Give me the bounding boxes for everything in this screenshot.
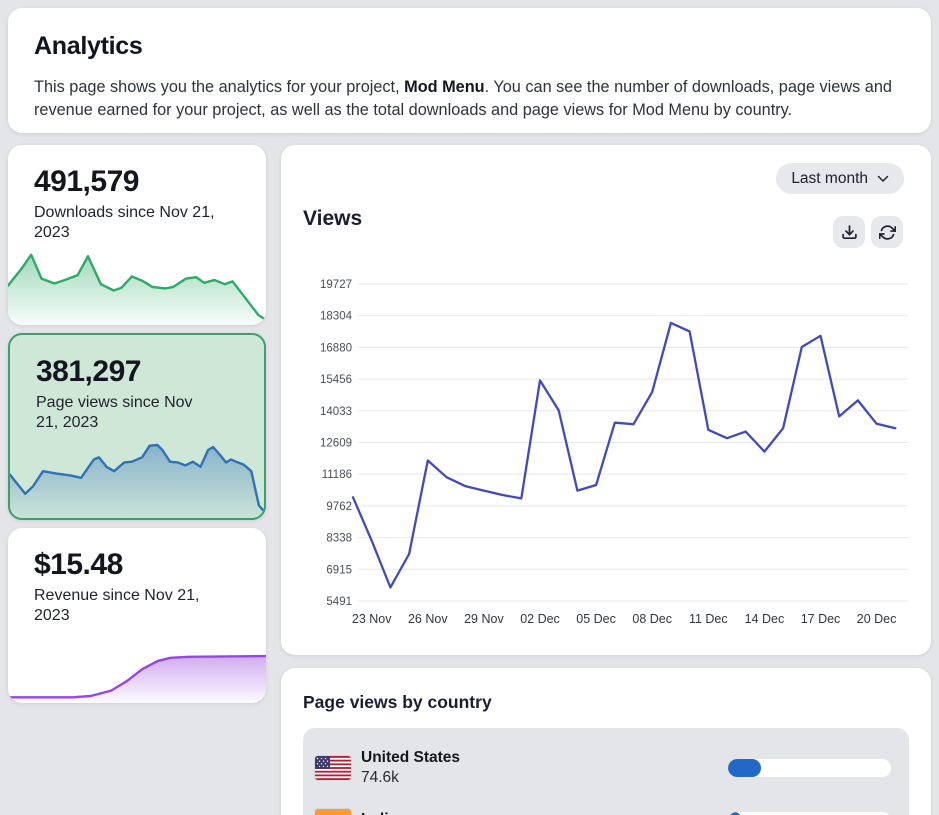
revenue-sparkline-chart <box>8 654 266 703</box>
us-flag-icon <box>315 755 351 780</box>
svg-text:14 Dec: 14 Dec <box>745 612 785 626</box>
description-suffix: . You can see the number of downloads, p… <box>34 78 892 120</box>
date-range-selector[interactable]: Last month <box>776 163 904 194</box>
pageviews-sparkline-chart <box>10 443 264 518</box>
svg-text:26 Nov: 26 Nov <box>408 612 448 626</box>
pageviews-value: 381,297 <box>36 355 141 388</box>
page-description: This page shows you the analytics for yo… <box>34 76 905 122</box>
pageviews-label: Page views since Nov 21, 2023 <box>36 394 193 431</box>
country-value: 74.6k <box>361 768 399 786</box>
svg-text:29 Nov: 29 Nov <box>464 612 504 626</box>
svg-text:18304: 18304 <box>320 311 353 323</box>
stat-card-pageviews-selected[interactable]: 381,297 Page views since Nov 21, 2023 <box>8 333 266 520</box>
country-panel-title: Page views by country <box>303 692 492 712</box>
svg-text:23 Nov: 23 Nov <box>352 612 392 626</box>
svg-text:11186: 11186 <box>322 469 352 481</box>
revenue-value: $15.48 <box>34 548 123 581</box>
svg-text:17 Dec: 17 Dec <box>801 612 841 626</box>
stat-card-revenue[interactable]: $15.48 Revenue since Nov 21, 2023 <box>8 528 266 703</box>
country-name: India <box>361 811 397 815</box>
svg-text:12609: 12609 <box>320 438 352 450</box>
country-views-card: Page views by country <box>281 668 931 815</box>
downloads-value: 491,579 <box>34 165 139 198</box>
views-chart-title: Views <box>303 207 363 230</box>
svg-text:5491: 5491 <box>326 596 352 608</box>
country-bar-fill <box>728 758 761 777</box>
country-bar-fill <box>728 811 742 815</box>
page-title: Analytics <box>34 32 143 60</box>
stat-card-downloads[interactable]: 491,579 Downloads since Nov 21, 2023 <box>8 145 266 325</box>
refresh-icon <box>878 224 896 241</box>
country-bar-track <box>728 811 891 815</box>
description-prefix: This page shows you the analytics for yo… <box>34 78 405 96</box>
views-chart-card: Last month Views 19727 18304 16880 15456 140… <box>281 145 931 655</box>
svg-text:15456: 15456 <box>320 374 352 386</box>
country-bar-track <box>728 758 891 777</box>
header-card: Analytics This page shows you the analyt… <box>8 8 931 133</box>
country-list: United States 74.6k <box>303 728 909 815</box>
svg-text:9762: 9762 <box>326 501 352 513</box>
refresh-chart-button[interactable] <box>871 216 903 248</box>
svg-text:6915: 6915 <box>326 564 352 576</box>
chevron-down-icon <box>877 175 889 183</box>
svg-text:16880: 16880 <box>320 342 352 354</box>
svg-text:08 Dec: 08 Dec <box>632 612 672 626</box>
india-flag-icon <box>315 808 351 815</box>
svg-text:02 Dec: 02 Dec <box>520 612 560 626</box>
download-chart-button[interactable] <box>833 216 865 248</box>
downloads-sparkline-chart <box>8 253 266 325</box>
country-name: United States <box>361 748 461 766</box>
svg-text:14033: 14033 <box>320 406 352 418</box>
svg-text:05 Dec: 05 Dec <box>576 612 616 626</box>
svg-text:20 Dec: 20 Dec <box>857 612 897 626</box>
country-row-united-states: United States 74.6k <box>315 741 895 794</box>
svg-text:19727: 19727 <box>320 279 352 291</box>
svg-text:11 Dec: 11 Dec <box>689 612 728 626</box>
country-row-india: India <box>315 794 895 815</box>
revenue-label: Revenue since Nov 21, 2023 <box>34 587 200 624</box>
downloads-label: Downloads since Nov 21, 2023 <box>34 204 215 241</box>
download-icon <box>841 224 858 241</box>
views-line-chart: 19727 18304 16880 15456 14033 12609 11186 9762 8… <box>320 279 908 626</box>
date-range-label: Last month <box>791 169 868 187</box>
project-name: Mod Menu <box>404 78 485 96</box>
svg-text:8338: 8338 <box>326 533 352 545</box>
